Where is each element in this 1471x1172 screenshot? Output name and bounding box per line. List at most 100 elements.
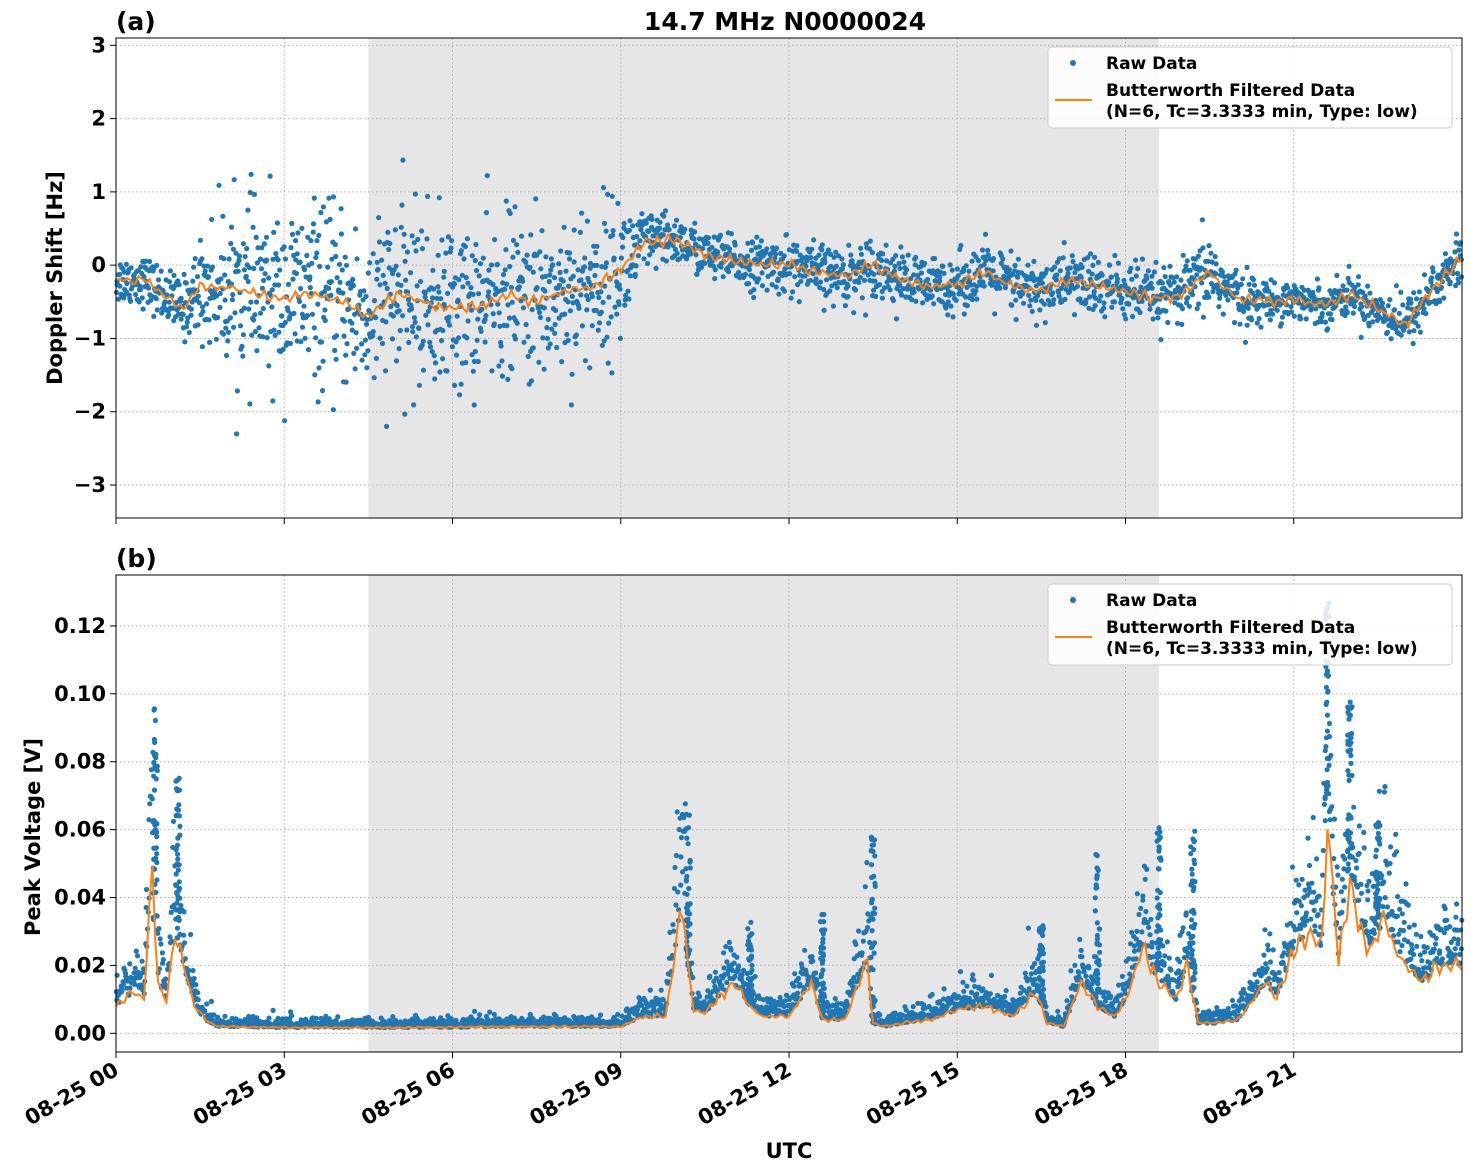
raw-point <box>798 278 804 284</box>
raw-point <box>1456 280 1462 286</box>
raw-point <box>625 288 631 294</box>
raw-point <box>932 278 938 284</box>
raw-point <box>584 307 590 313</box>
raw-point <box>1325 326 1331 332</box>
raw-point <box>1311 907 1317 914</box>
raw-point <box>781 253 787 259</box>
raw-point <box>726 939 733 946</box>
raw-point <box>374 276 380 282</box>
raw-point <box>784 231 790 238</box>
raw-point <box>1199 217 1205 223</box>
raw-point <box>650 248 656 254</box>
raw-point <box>1106 279 1112 285</box>
raw-point <box>1349 296 1355 302</box>
raw-point <box>258 266 265 272</box>
raw-point <box>419 228 425 234</box>
raw-point <box>412 191 418 197</box>
raw-point <box>257 310 264 316</box>
raw-point <box>402 411 408 417</box>
raw-point <box>458 381 464 387</box>
raw-point <box>1133 257 1139 263</box>
raw-point <box>1254 979 1260 985</box>
raw-point <box>879 295 886 301</box>
raw-point <box>304 313 310 319</box>
raw-point <box>792 971 798 977</box>
raw-point <box>566 250 573 256</box>
raw-point <box>877 282 883 288</box>
raw-point <box>478 328 484 334</box>
raw-point <box>582 358 589 364</box>
raw-point <box>334 333 340 339</box>
raw-point <box>596 320 603 326</box>
raw-point <box>754 234 760 240</box>
raw-point <box>263 234 270 240</box>
raw-point <box>774 245 780 251</box>
raw-point <box>1242 339 1249 345</box>
raw-point <box>510 237 517 243</box>
raw-point <box>637 238 643 244</box>
raw-point <box>420 367 427 373</box>
raw-point <box>539 228 545 234</box>
raw-point <box>528 378 535 384</box>
raw-point <box>468 307 474 313</box>
raw-point <box>1162 274 1168 280</box>
raw-point <box>1171 279 1177 285</box>
raw-point <box>997 285 1003 291</box>
raw-point <box>514 242 520 248</box>
raw-point <box>383 319 389 325</box>
raw-point <box>615 200 621 206</box>
raw-point <box>673 852 680 859</box>
raw-point <box>1354 865 1360 871</box>
raw-point <box>556 282 563 288</box>
raw-point <box>846 242 852 248</box>
raw-point <box>632 271 638 278</box>
raw-point <box>313 335 319 341</box>
raw-point <box>330 194 337 200</box>
raw-point <box>794 243 800 249</box>
raw-point <box>1411 922 1417 928</box>
raw-point <box>1401 919 1407 925</box>
raw-point <box>143 904 149 911</box>
raw-point <box>1108 993 1114 999</box>
raw-point <box>445 290 451 296</box>
raw-point <box>453 352 460 358</box>
raw-point <box>548 267 554 273</box>
raw-point <box>732 973 738 980</box>
raw-point <box>596 294 602 301</box>
raw-point <box>1402 324 1408 330</box>
raw-point <box>953 297 959 303</box>
raw-point <box>446 322 453 328</box>
raw-point <box>340 290 346 296</box>
raw-point <box>305 234 311 240</box>
raw-point <box>1155 315 1161 321</box>
raw-point <box>349 327 355 333</box>
raw-point <box>475 316 481 322</box>
raw-point <box>817 285 823 291</box>
raw-point <box>536 309 543 316</box>
raw-point <box>1003 988 1009 994</box>
raw-point <box>373 315 379 321</box>
raw-point <box>670 922 676 928</box>
raw-point <box>465 318 471 324</box>
raw-point <box>969 258 975 264</box>
raw-point <box>254 260 260 266</box>
raw-point <box>510 254 516 260</box>
raw-point <box>1249 290 1256 296</box>
raw-point <box>294 251 300 257</box>
raw-point <box>1258 324 1264 330</box>
raw-point <box>693 252 699 258</box>
raw-point <box>166 312 172 318</box>
raw-point <box>181 932 187 938</box>
raw-point <box>1371 930 1377 937</box>
raw-point <box>662 208 669 214</box>
raw-point <box>678 882 684 888</box>
raw-point <box>270 398 276 404</box>
raw-point <box>217 304 223 310</box>
raw-point <box>827 288 833 294</box>
raw-point <box>595 327 601 333</box>
raw-point <box>234 388 240 394</box>
raw-point <box>375 266 381 272</box>
raw-point <box>603 260 610 266</box>
raw-point <box>756 276 762 282</box>
